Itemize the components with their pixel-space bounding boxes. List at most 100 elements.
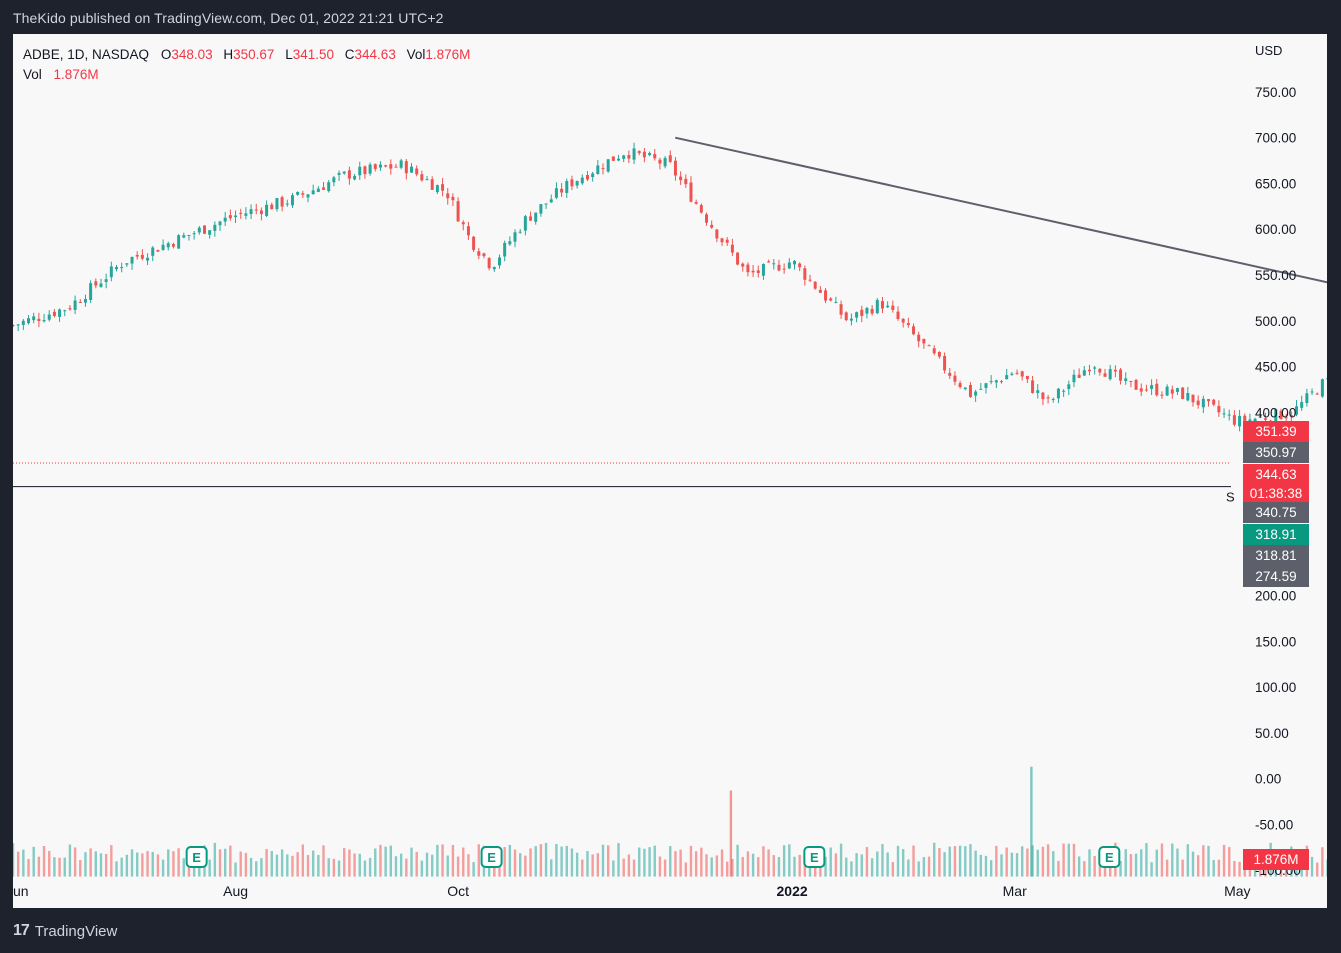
trendline: [675, 136, 1327, 284]
candle: [772, 259, 776, 270]
volume-bar: [37, 856, 41, 877]
candle-body: [322, 187, 326, 190]
candle: [886, 301, 890, 309]
volume-bar: [379, 844, 382, 877]
volume-bar: [1046, 844, 1050, 877]
candle-body: [1238, 415, 1242, 427]
candle-body: [13, 325, 15, 327]
candle-body: [1025, 375, 1029, 380]
candle: [1015, 369, 1019, 375]
candle: [1093, 365, 1097, 375]
candlestick-chart[interactable]: SGapGapRTL EEEEEEE 750.00700.00650.00600…: [13, 34, 1327, 908]
volume-bar: [1212, 860, 1215, 877]
price-tick-label: 700.00: [1255, 131, 1296, 146]
volume-bar: [104, 854, 108, 877]
volume-bar: [922, 857, 926, 877]
volume-bar: [167, 849, 170, 877]
candle: [658, 157, 662, 170]
candle: [1113, 365, 1117, 378]
candle-body: [1020, 371, 1024, 377]
volume-bar: [860, 854, 863, 877]
volume-bar: [638, 847, 641, 877]
candle: [218, 220, 222, 232]
legend-high-label: H: [223, 47, 233, 62]
candle: [880, 296, 884, 314]
volume-bar: [120, 857, 123, 877]
candle-body: [617, 158, 621, 161]
volume-bar: [793, 856, 796, 877]
candle: [508, 236, 512, 246]
candle-body: [684, 178, 688, 185]
candle: [249, 204, 253, 220]
candle-body: [984, 383, 988, 388]
candle: [270, 202, 274, 210]
volume-bar: [503, 847, 506, 877]
candle-body: [78, 301, 82, 303]
volume-bar: [1165, 859, 1169, 877]
candle-body: [63, 310, 67, 312]
candle-body: [290, 195, 294, 206]
candle: [875, 298, 879, 315]
earnings-marker-glyph: E: [192, 850, 201, 865]
candle-body: [730, 244, 734, 253]
volume-bar: [720, 849, 724, 877]
volume-bar: [912, 845, 915, 877]
chart-pane[interactable]: SGapGapRTL EEEEEEE 750.00700.00650.00600…: [13, 34, 1327, 908]
candle-body: [544, 203, 548, 205]
candle-body: [497, 257, 501, 266]
volume-bar: [1233, 861, 1236, 877]
candle: [353, 173, 357, 181]
candle-body: [394, 166, 398, 168]
candle: [1005, 368, 1009, 380]
candle: [529, 211, 533, 222]
candle-body: [1000, 381, 1004, 383]
price-axis-label-bg: [1243, 464, 1309, 504]
legend-low-value: 341.50: [293, 47, 334, 62]
candle: [715, 228, 719, 243]
price-tick-label: 650.00: [1255, 176, 1296, 191]
volume-bar: [891, 862, 895, 877]
volume-bar: [896, 845, 900, 877]
candle-body: [1232, 415, 1236, 425]
candle-body: [585, 174, 589, 180]
candle: [435, 184, 439, 195]
candle: [932, 345, 936, 356]
candle: [1181, 386, 1185, 400]
candle: [368, 162, 372, 176]
candle-body: [135, 254, 139, 257]
candle: [725, 237, 729, 246]
candle: [1258, 412, 1262, 419]
candle: [120, 262, 124, 273]
candle: [451, 193, 455, 207]
candle: [803, 265, 807, 286]
candle-body: [560, 188, 564, 193]
candle-body: [1144, 389, 1148, 391]
volume-bar: [1041, 846, 1045, 877]
footer-brand[interactable]: TradingView: [34, 922, 118, 940]
candle: [870, 305, 874, 316]
candle: [89, 280, 93, 304]
candle-body: [58, 309, 62, 317]
candle-body: [89, 283, 93, 301]
volume-bar: [1160, 843, 1164, 877]
time-tick-label: 2022: [777, 883, 808, 899]
candle: [813, 281, 817, 290]
candle-body: [1295, 406, 1299, 415]
svg-text:Vol 1.876M: Vol 1.876M: [23, 67, 99, 82]
volume-bar: [1191, 851, 1195, 877]
candle-body: [917, 334, 921, 342]
candle-body: [1041, 392, 1045, 400]
candle-body: [632, 148, 636, 160]
candle: [156, 249, 160, 252]
candle: [1165, 384, 1169, 397]
candle: [989, 375, 993, 385]
volume-bar: [731, 858, 734, 877]
volume-bar: [79, 859, 82, 877]
candle: [591, 171, 595, 182]
candle: [21, 319, 25, 330]
price-axis-label-text: 350.97: [1255, 445, 1296, 460]
candle: [792, 260, 796, 270]
candle-body: [1067, 384, 1071, 390]
volume-bar: [953, 846, 957, 877]
candle-body: [259, 210, 263, 215]
